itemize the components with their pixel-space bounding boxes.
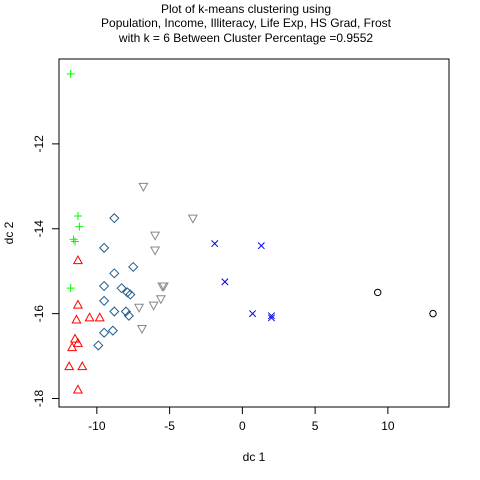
data-point bbox=[116, 283, 127, 294]
data-point bbox=[99, 295, 110, 307]
data-point bbox=[155, 295, 166, 305]
data-point bbox=[93, 340, 104, 351]
data-point bbox=[66, 284, 75, 293]
data-point bbox=[67, 341, 78, 352]
data-point bbox=[99, 280, 110, 292]
cluster-6-points bbox=[373, 288, 437, 318]
x-axis: -10 -5 0 5 10 bbox=[88, 406, 395, 433]
cluster-4-points bbox=[133, 182, 198, 335]
data-point bbox=[123, 310, 134, 321]
cluster-2-points bbox=[64, 254, 105, 394]
data-point bbox=[158, 282, 169, 292]
data-point bbox=[66, 69, 75, 78]
data-point bbox=[75, 222, 84, 231]
x-tick-label: 5 bbox=[312, 419, 319, 433]
cluster-3-points bbox=[93, 213, 139, 351]
data-point bbox=[109, 306, 120, 317]
data-point bbox=[109, 213, 120, 224]
data-point bbox=[109, 268, 120, 279]
data-point bbox=[71, 314, 82, 324]
x-axis-label: dc 1 bbox=[243, 450, 266, 464]
data-point bbox=[248, 310, 257, 318]
data-point bbox=[187, 214, 198, 224]
data-point bbox=[72, 299, 83, 309]
data-point bbox=[107, 325, 118, 336]
y-axis: -18 -16 -14 -12 bbox=[32, 135, 60, 408]
data-point bbox=[73, 212, 82, 221]
data-point bbox=[373, 288, 382, 297]
data-point bbox=[122, 287, 133, 298]
data-point bbox=[71, 237, 80, 246]
data-point bbox=[99, 242, 110, 253]
y-tick-label: -14 bbox=[32, 220, 46, 238]
data-point bbox=[148, 301, 159, 311]
chart-title-line-1: Plot of k-means clustering using bbox=[161, 2, 331, 16]
data-point bbox=[138, 182, 149, 192]
data-point bbox=[69, 235, 78, 244]
data-point bbox=[99, 327, 110, 338]
data-point bbox=[257, 242, 265, 250]
data-point bbox=[120, 306, 132, 317]
data-point bbox=[267, 314, 276, 322]
x-tick-label: 10 bbox=[381, 419, 395, 433]
data-point bbox=[72, 254, 83, 265]
x-tick-label: 0 bbox=[239, 419, 246, 433]
data-point bbox=[429, 309, 437, 318]
data-point bbox=[69, 333, 81, 343]
data-point bbox=[72, 384, 83, 394]
data-point bbox=[149, 246, 161, 256]
y-tick-label: -12 bbox=[32, 135, 46, 153]
cluster-5-points bbox=[211, 240, 276, 322]
data-point bbox=[77, 361, 88, 371]
data-point bbox=[125, 289, 136, 300]
chart-title-line-2: Population, Income, Illiteracy, Life Exp… bbox=[101, 16, 392, 30]
data-point bbox=[84, 312, 95, 322]
data-point bbox=[157, 282, 168, 292]
data-point bbox=[267, 312, 276, 320]
data-point bbox=[94, 312, 105, 322]
data-point bbox=[128, 261, 139, 273]
x-tick-label: -10 bbox=[88, 419, 106, 433]
cluster-1-points bbox=[66, 69, 84, 293]
y-tick-label: -18 bbox=[32, 390, 46, 408]
y-axis-label: dc 2 bbox=[2, 221, 16, 244]
data-point bbox=[211, 240, 219, 248]
data-point bbox=[133, 303, 145, 313]
data-point bbox=[136, 324, 147, 335]
data-point bbox=[149, 231, 161, 241]
data-point bbox=[221, 278, 229, 286]
data-points bbox=[64, 69, 437, 394]
y-tick-label: -16 bbox=[32, 305, 46, 323]
data-point bbox=[64, 361, 75, 371]
chart-title-line-3: with k = 6 Between Cluster Percentage =0… bbox=[118, 31, 373, 45]
plot-frame bbox=[58, 58, 450, 408]
x-tick-label: -5 bbox=[164, 419, 175, 433]
